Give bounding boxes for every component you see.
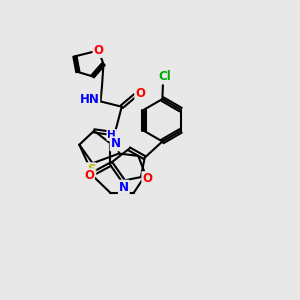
Text: H: H [107,130,116,140]
Text: O: O [84,169,94,182]
Text: O: O [135,87,145,100]
Text: S: S [87,163,95,176]
Text: O: O [142,172,152,185]
Text: N: N [119,181,129,194]
Text: N: N [111,137,121,150]
Text: HN: HN [80,93,99,106]
Text: Cl: Cl [158,70,171,83]
Text: O: O [94,44,103,57]
